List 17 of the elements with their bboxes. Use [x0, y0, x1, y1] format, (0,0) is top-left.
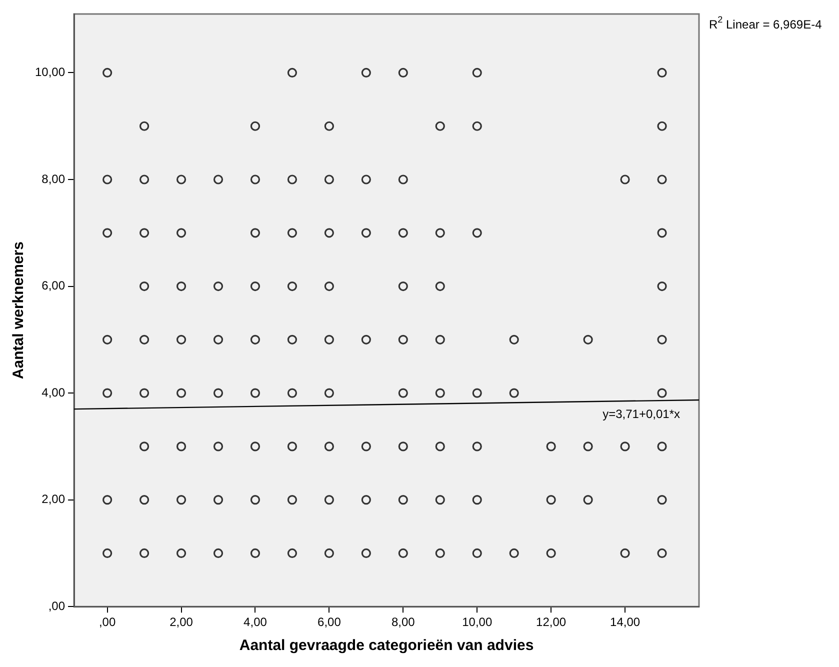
y-tick-label: 6,00: [42, 278, 66, 293]
y-tick-label: 8,00: [42, 172, 66, 186]
x-tick-label: 4,00: [244, 615, 268, 630]
y-tick-label: 10,00: [35, 65, 66, 80]
x-tick-label: 8,00: [391, 615, 416, 630]
x-tick-label: 14,00: [610, 615, 640, 630]
y-axis-title: Aantal werknemers: [10, 242, 28, 380]
y-tick-label: ,00: [48, 598, 66, 613]
x-tick-label: 2,00: [170, 615, 194, 630]
annotation: y=3,71+0,01*x: [602, 406, 680, 421]
x-axis-title: Aantal gevraagde categorieën van advies: [239, 637, 534, 654]
x-tick-label: 12,00: [536, 615, 566, 630]
y-tick-label: 2,00: [42, 492, 66, 506]
y-tick-label: 4,00: [42, 385, 66, 400]
x-tick-label: 10,00: [462, 615, 492, 630]
x-tick-label: 6,00: [318, 615, 342, 630]
x-tick-label: ,00: [98, 615, 116, 630]
